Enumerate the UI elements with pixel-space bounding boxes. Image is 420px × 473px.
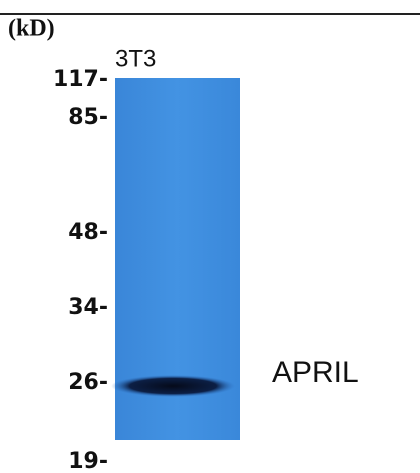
- marker-ladder: 117- 85- 48- 34- 26- 19-: [53, 67, 108, 473]
- unit-label: (kD): [8, 16, 55, 42]
- marker-label: 19-: [68, 449, 108, 473]
- band: [111, 375, 235, 397]
- marker-label: 26-: [68, 370, 108, 395]
- western-blot-figure: (kD) 3T3 APRIL 117- 85- 48- 34- 26- 19-: [0, 0, 420, 473]
- marker-label: 117-: [53, 67, 108, 92]
- blot-image: (kD) 3T3 APRIL 117- 85- 48- 34- 26- 19-: [0, 0, 420, 473]
- marker-label: 85-: [68, 105, 108, 130]
- band-label: APRIL: [272, 356, 359, 389]
- marker-label: 48-: [68, 220, 108, 245]
- lane-label: 3T3: [115, 45, 156, 72]
- marker-label: 34-: [68, 295, 108, 320]
